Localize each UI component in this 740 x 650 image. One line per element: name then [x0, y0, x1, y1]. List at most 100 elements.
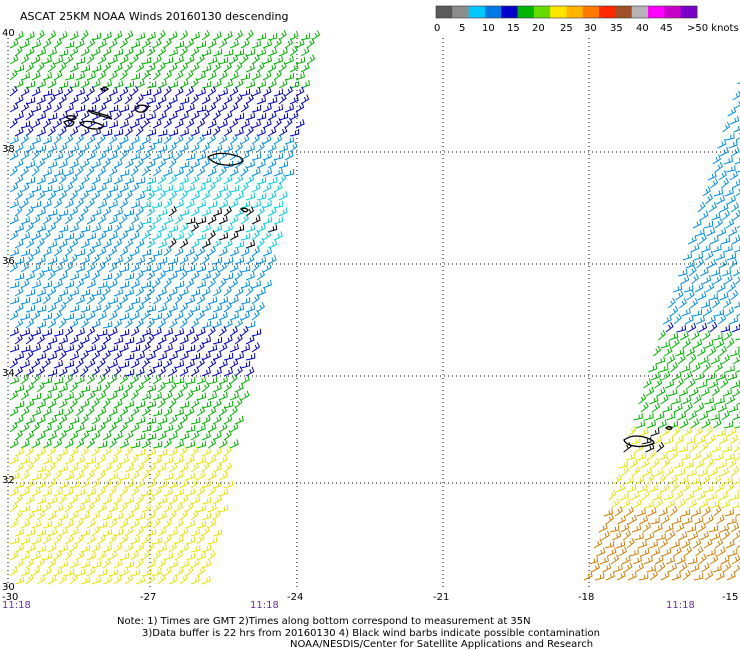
wind-barb: [53, 184, 64, 193]
wind-barb: [645, 443, 655, 453]
wind-barb: [14, 205, 23, 217]
wind-barb: [124, 189, 133, 201]
wind-barb: [119, 149, 128, 161]
wind-barb: [25, 271, 35, 281]
wind-barb: [113, 128, 124, 137]
wind-barb: [693, 394, 702, 405]
wind-barb: [64, 54, 74, 65]
wind-barb: [212, 463, 222, 473]
wind-barb: [157, 463, 167, 473]
wind-barb: [42, 343, 52, 353]
wind-barb: [218, 200, 229, 209]
wind-barb: [31, 327, 42, 337]
wind-barb: [69, 463, 79, 473]
wind-barb: [152, 469, 161, 481]
wind-barb: [684, 460, 694, 469]
wind-barb: [201, 381, 210, 393]
wind-barb: [725, 306, 735, 317]
wind-barb: [179, 317, 188, 329]
wind-barb: [601, 530, 610, 541]
wind-barb: [675, 522, 685, 533]
wind-barb: [152, 327, 162, 337]
wind-barb: [212, 191, 222, 201]
wind-barb: [267, 142, 277, 153]
wind-barb: [664, 466, 674, 477]
wind-barb: [679, 418, 689, 429]
wind-barb: [157, 352, 168, 361]
wind-barb: [20, 390, 30, 401]
wind-barb: [75, 423, 85, 433]
map-title: ASCAT 25KM NOAA Winds 20160130 descendin…: [20, 10, 288, 23]
wind-barb: [212, 480, 223, 489]
wind-barb: [135, 335, 145, 345]
wind-barb: [108, 104, 119, 113]
wind-barb: [14, 576, 25, 585]
wind-barb: [218, 119, 228, 129]
wind-barb: [300, 32, 311, 41]
wind-barb: [141, 264, 152, 273]
wind-barb: [179, 208, 190, 217]
wind-barb: [20, 216, 31, 225]
wind-barb: [102, 46, 112, 57]
wind-barb: [97, 199, 107, 209]
wind-barb: [678, 387, 688, 397]
wind-barb: [706, 403, 717, 413]
wind-barb: [624, 476, 634, 485]
wind-barb: [190, 445, 199, 457]
wind-barb: [179, 366, 189, 377]
wind-barb: [91, 47, 101, 57]
wind-barb: [25, 573, 34, 585]
wind-barb: [174, 119, 184, 129]
wind-barb: [108, 55, 118, 65]
wind-barb: [119, 86, 129, 97]
wind-barb: [675, 290, 684, 301]
wind-barb: [146, 462, 156, 473]
wind-barb: [168, 509, 177, 521]
wind-barb: [262, 103, 272, 113]
wind-barb: [207, 70, 217, 81]
wind-barb: [146, 447, 157, 457]
wind-barb: [256, 48, 267, 57]
wind-barb: [638, 484, 648, 493]
wind-barb: [58, 493, 67, 505]
wind-barb: [14, 189, 23, 201]
wind-barb: [681, 452, 691, 461]
wind-barb: [709, 554, 719, 565]
wind-barb: [47, 143, 57, 153]
wind-barb: [53, 359, 64, 369]
wind-barb: [163, 184, 174, 193]
wind-barb: [36, 510, 46, 521]
wind-barb: [91, 350, 101, 361]
wind-barb: [80, 174, 90, 185]
wind-barb: [240, 390, 250, 401]
wind-barb: [223, 189, 232, 201]
wind-barb: [141, 391, 151, 401]
island-sao-jorge: [87, 109, 113, 120]
wind-barb: [157, 79, 167, 89]
wind-barb: [256, 112, 267, 121]
wind-barb: [47, 269, 56, 281]
wind-barb: [146, 400, 157, 409]
wind-barb: [300, 94, 310, 105]
wind-barb: [693, 252, 704, 261]
wind-barb: [53, 344, 64, 353]
wind-barb: [179, 78, 189, 89]
wind-barb: [124, 414, 134, 425]
wind-barb: [207, 406, 217, 417]
scale-swatch: [648, 6, 665, 18]
wind-barb: [80, 544, 91, 553]
wind-barb: [721, 499, 731, 509]
wind-barb: [201, 64, 212, 73]
wind-barb: [163, 310, 173, 321]
wind-barb: [163, 437, 172, 449]
wind-barb: [130, 119, 140, 129]
wind-barb: [75, 357, 84, 369]
wind-barb: [119, 280, 130, 289]
wind-barb: [91, 175, 101, 185]
wind-barb: [207, 39, 217, 49]
wind-barb: [141, 309, 150, 321]
wind-barb: [705, 514, 714, 525]
wind-barb: [163, 566, 173, 577]
wind-barb: [97, 183, 107, 193]
wind-barb: [240, 72, 251, 81]
